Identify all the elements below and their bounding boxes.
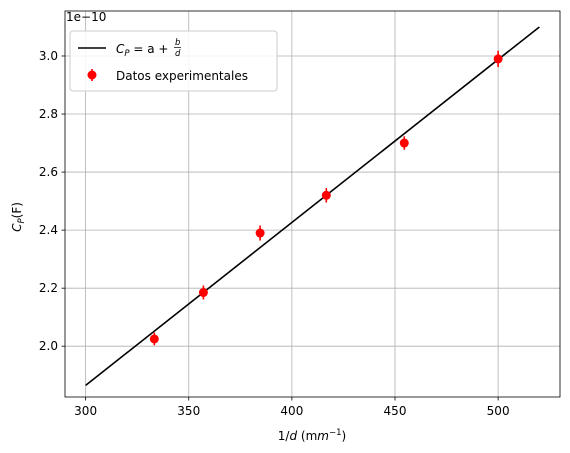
- data-point: [321, 190, 331, 200]
- y-tick-label: 2.4: [39, 223, 58, 237]
- fit-line-series: [85, 26, 540, 387]
- y-axis-label: CP(F): [10, 202, 27, 232]
- x-tick-label: 350: [177, 404, 200, 418]
- legend-frac-den: d: [175, 49, 181, 59]
- y-tick-label: 2.2: [39, 281, 58, 295]
- x-tick-label: 300: [74, 404, 97, 418]
- x-tick-label: 500: [487, 404, 510, 418]
- x-axis-ticks: 300 350 400 450 500: [74, 397, 510, 418]
- legend-box: [69, 30, 278, 92]
- y-offset-text: 1e−10: [66, 10, 106, 24]
- data-point: [493, 54, 503, 64]
- legend-frac-num: b: [175, 38, 180, 48]
- y-tick-label: 2.0: [39, 339, 58, 353]
- data-point: [399, 138, 409, 148]
- legend-points-label: Datos experimentales: [116, 69, 248, 83]
- x-axis-label-unit-m: m: [317, 429, 329, 443]
- plot-frame: [64, 10, 561, 398]
- y-axis-label-main: C: [10, 223, 24, 232]
- y-tick-label: 2.6: [39, 165, 58, 179]
- experimental-series: [149, 50, 503, 346]
- x-axis-label-base: 1/: [278, 429, 291, 443]
- y-tick-label: 3.0: [39, 49, 58, 63]
- x-tick-label: 400: [280, 404, 303, 418]
- x-axis-label-exp: −1: [329, 428, 342, 438]
- fit-line: [85, 26, 540, 387]
- y-axis-label-sub: P: [17, 218, 27, 224]
- y-axis-label-arg: (F): [10, 202, 24, 218]
- legend: CP = a + b d Datos experimentales: [69, 30, 278, 92]
- x-axis-label: 1/d (mm−1): [278, 428, 346, 443]
- legend-point-swatch: [87, 70, 97, 80]
- x-tick-label: 450: [384, 404, 407, 418]
- data-point: [198, 288, 208, 298]
- x-axis-label-unit: (m: [297, 429, 317, 443]
- x-axis-label-var: d: [289, 429, 297, 443]
- y-axis-ticks: 2.0 2.2 2.4 2.6 2.8 3.0: [39, 49, 65, 353]
- data-point: [149, 334, 159, 344]
- grid: [65, 11, 560, 397]
- legend-line-label: CP = a +: [116, 42, 168, 59]
- x-axis-label-close: ): [342, 429, 347, 443]
- y-tick-label: 2.8: [39, 107, 58, 121]
- data-point: [255, 228, 265, 238]
